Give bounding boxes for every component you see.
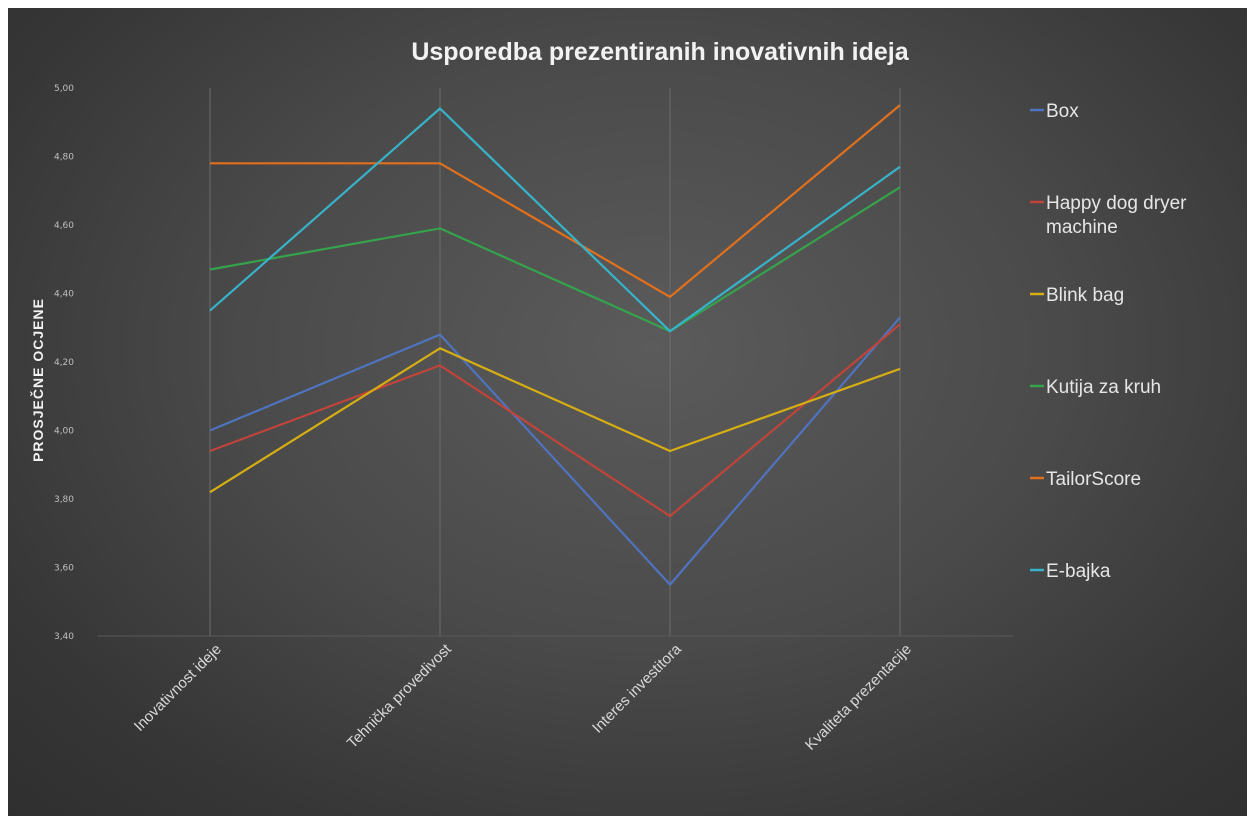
- y-axis-ticks: 3,40 3,60 3,80 4,00 4,20 4,40 4,60 4,80 5,00: [54, 84, 74, 642]
- legend-entry: TailorScore: [1030, 469, 1141, 490]
- x-tick-label: Inovativnost ideje: [131, 641, 225, 735]
- chart-area: Usporedba prezentiranih inovativnih idej…: [8, 8, 1247, 816]
- y-tick-label: 5,00: [54, 84, 74, 94]
- series-line-4: [210, 104, 901, 298]
- y-tick-label: 4,60: [54, 221, 74, 231]
- legend-label-line: machine: [1046, 217, 1118, 238]
- legend-label-line: E-bajka: [1046, 561, 1111, 582]
- legend-entry: Happy dog dryer machine: [1030, 193, 1187, 238]
- legend-label: Box: [1046, 101, 1079, 122]
- legend-label-line: TailorScore: [1046, 469, 1141, 490]
- x-tick-label: Kvaliteta prezentacije: [802, 641, 915, 754]
- chart-title: Usporedba prezentiranih inovativnih idej…: [411, 38, 909, 66]
- legend-label: Kutija za kruh: [1046, 377, 1161, 398]
- y-tick-label: 3,40: [54, 632, 74, 642]
- y-tick-label: 3,80: [54, 495, 74, 505]
- series-line-3: [209, 186, 901, 333]
- legend-label-line: Happy dog dryer: [1046, 193, 1187, 214]
- y-axis-label: PROSJEČNE OCJENE: [29, 298, 46, 462]
- y-tick-label: 4,80: [54, 153, 74, 163]
- series-line-2: [209, 347, 901, 494]
- x-tick-label: Interes investitora: [589, 640, 685, 736]
- x-axis-ticks: Inovativnost ideje Tehnička provedivost In…: [131, 640, 915, 753]
- line-chart: Usporedba prezentiranih inovativnih idej…: [29, 38, 1187, 754]
- gridlines: [98, 88, 1013, 637]
- y-tick-label: 4,00: [54, 427, 74, 437]
- legend-label-line: Box: [1046, 101, 1079, 122]
- y-tick-label: 4,40: [54, 290, 74, 300]
- legend-label: Happy dog dryer machine: [1046, 193, 1187, 238]
- legend: Box Happy dog dryer machine Blink bag Kutija…: [1030, 101, 1187, 582]
- series-line-5: [209, 107, 901, 333]
- series-lines: [209, 104, 901, 586]
- legend-entry: Blink bag: [1030, 285, 1124, 306]
- series-line-1: [209, 323, 901, 518]
- legend-entry: Kutija za kruh: [1030, 377, 1161, 398]
- legend-label: Blink bag: [1046, 285, 1124, 306]
- legend-label-line: Kutija za kruh: [1046, 377, 1161, 398]
- y-tick-label: 3,60: [54, 564, 74, 574]
- series-line-0: [209, 316, 901, 586]
- y-tick-label: 4,20: [54, 358, 74, 368]
- x-tick-label: Tehnička provedivost: [344, 640, 456, 752]
- legend-label: E-bajka: [1046, 561, 1111, 582]
- legend-entry: E-bajka: [1030, 561, 1111, 582]
- legend-entry: Box: [1030, 101, 1079, 122]
- legend-label-line: Blink bag: [1046, 285, 1124, 306]
- legend-label: TailorScore: [1046, 469, 1141, 490]
